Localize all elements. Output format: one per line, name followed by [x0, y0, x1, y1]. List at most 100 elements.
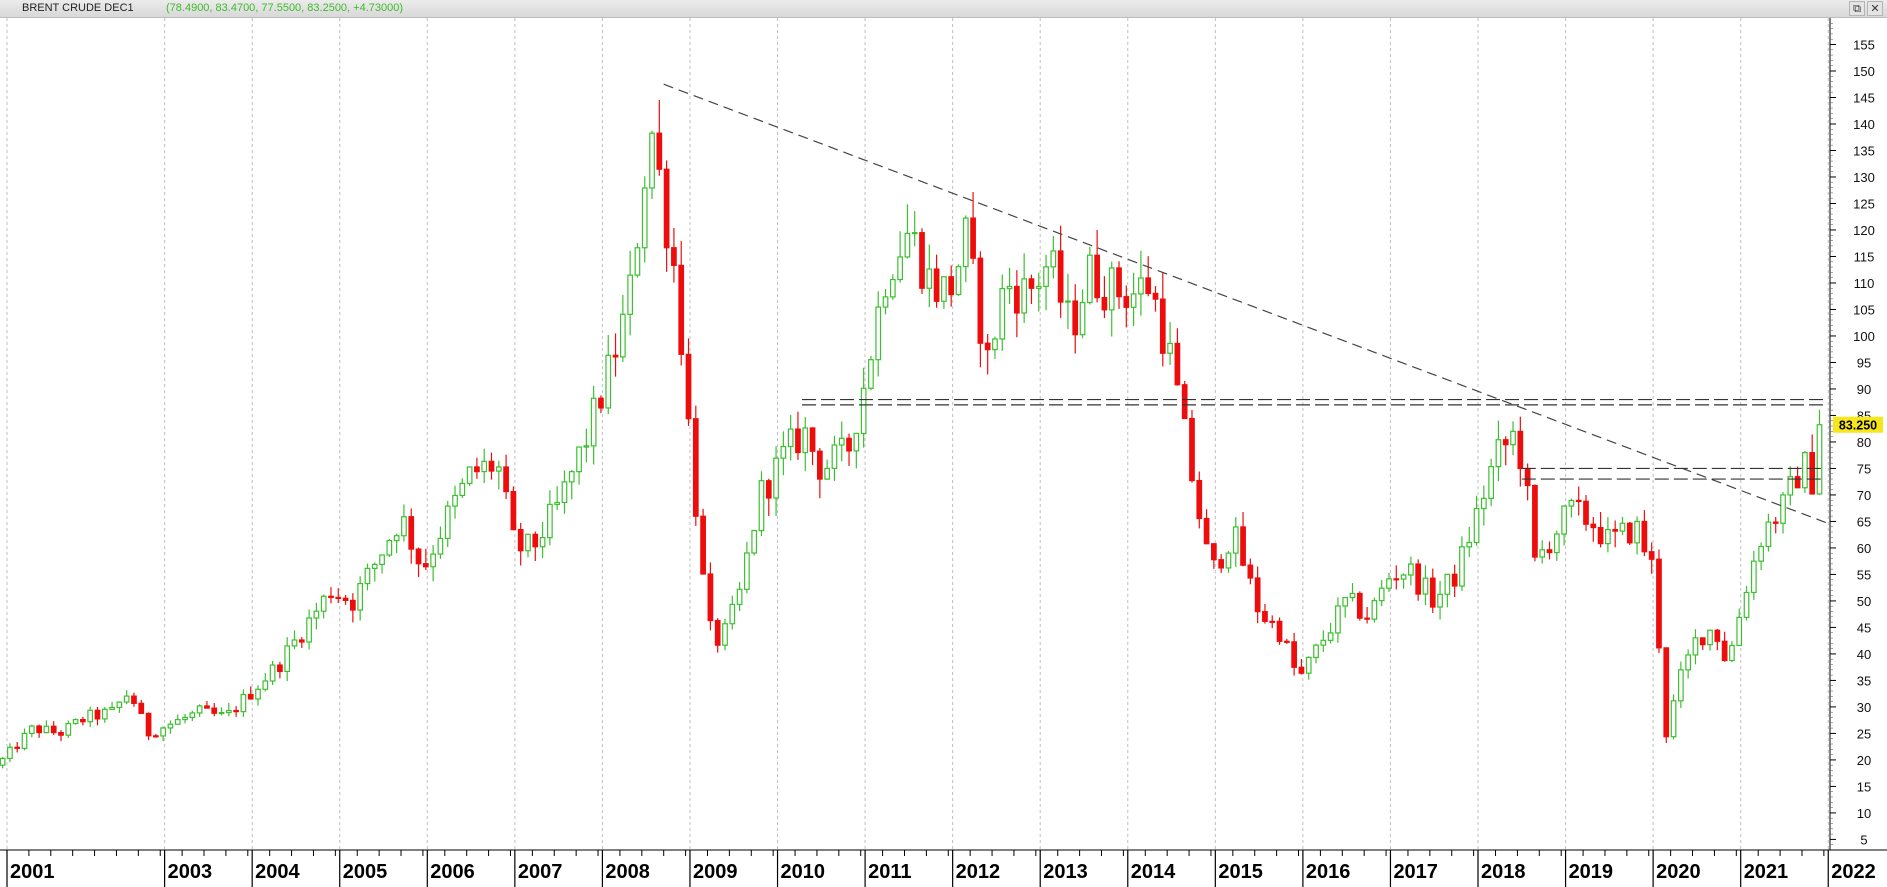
- year-label: 2001: [10, 861, 55, 883]
- price-tick-label: 95: [1857, 355, 1871, 370]
- candle-down: [350, 599, 356, 611]
- candle-up: [568, 471, 575, 483]
- candle-up: [72, 719, 79, 725]
- candle-down: [298, 639, 305, 643]
- candle-up: [437, 537, 444, 555]
- candle-up: [780, 445, 787, 459]
- candle-up: [123, 695, 130, 703]
- candle-down: [714, 619, 721, 646]
- candle-up: [1327, 632, 1334, 641]
- candle-down: [510, 490, 517, 531]
- candle-up: [1021, 278, 1028, 314]
- candle-up: [291, 639, 298, 647]
- candle-up: [240, 693, 247, 713]
- candle-down: [1189, 417, 1195, 482]
- candle-up: [751, 529, 758, 554]
- candle-up: [554, 501, 561, 505]
- candle-down: [678, 264, 685, 355]
- candle-down: [692, 418, 699, 517]
- price-tick-label: 65: [1857, 514, 1871, 529]
- candle-down: [80, 719, 86, 723]
- candle-up: [1736, 616, 1743, 647]
- candle-up: [1371, 600, 1378, 620]
- candle-up: [452, 494, 458, 507]
- year-label: 2022: [1831, 861, 1876, 883]
- candle-down: [612, 354, 619, 358]
- candle-up: [1685, 654, 1692, 671]
- candle-up: [744, 552, 750, 590]
- candle-down: [1028, 278, 1035, 289]
- candle-up: [868, 359, 874, 389]
- candle-down: [211, 707, 218, 714]
- candle-down: [707, 573, 714, 622]
- candle-down: [1196, 479, 1203, 520]
- candle-down: [1532, 484, 1538, 558]
- candle-up: [1305, 656, 1312, 674]
- price-tick-label: 10: [1857, 806, 1871, 821]
- candle-down: [1116, 267, 1122, 298]
- plot-area[interactable]: [0, 18, 1830, 850]
- candle-down: [685, 353, 692, 420]
- candle-down: [1101, 297, 1108, 311]
- candle-down: [233, 709, 239, 713]
- candle-up: [0, 757, 6, 766]
- candle-up: [1378, 587, 1385, 602]
- candle-up: [1386, 578, 1392, 589]
- candle-up: [1758, 545, 1764, 562]
- candle-down: [1013, 285, 1020, 314]
- candle-up: [28, 725, 35, 735]
- candle-up: [941, 276, 947, 302]
- year-label: 2020: [1656, 861, 1701, 883]
- candle-up: [787, 428, 794, 448]
- candle-up: [1086, 254, 1093, 304]
- candle-down: [1218, 559, 1225, 569]
- price-axis[interactable]: [1830, 18, 1887, 887]
- candle-up: [802, 427, 809, 454]
- candle-up: [43, 725, 50, 734]
- candle-up: [430, 553, 436, 568]
- price-chart[interactable]: 5101520253035404550556065707580859095100…: [0, 18, 1887, 887]
- candle-up: [357, 582, 364, 611]
- candle-up: [1553, 533, 1560, 554]
- candle-up: [1349, 592, 1356, 599]
- candle-up: [634, 247, 641, 276]
- price-tick-label: 60: [1857, 541, 1871, 556]
- candle-up: [1707, 629, 1713, 646]
- price-tick-label: 135: [1853, 143, 1875, 158]
- candle-down: [1283, 640, 1290, 643]
- candle-up: [393, 535, 400, 542]
- candle-down: [1211, 543, 1217, 561]
- price-tick-label: 30: [1857, 700, 1871, 715]
- close-icon[interactable]: ✕: [1867, 1, 1883, 16]
- candle-up: [1043, 266, 1049, 287]
- candle-up: [831, 444, 838, 469]
- candle-down: [1072, 300, 1079, 336]
- candle-up: [1422, 577, 1429, 595]
- candle-up: [1459, 546, 1465, 587]
- candle-up: [189, 712, 196, 718]
- candle-down: [1699, 637, 1706, 646]
- candle-up: [1408, 563, 1414, 576]
- year-label: 2004: [255, 861, 300, 883]
- price-tick-label: 115: [1854, 249, 1875, 264]
- candle-up: [1619, 522, 1626, 532]
- candle-up: [1677, 669, 1684, 702]
- year-label: 2018: [1481, 861, 1526, 883]
- candle-down: [1094, 254, 1100, 299]
- candle-up: [160, 727, 167, 737]
- price-tick-label: 50: [1857, 594, 1871, 609]
- candle-up: [1510, 430, 1516, 446]
- candle-up: [547, 503, 553, 539]
- candle-up: [1130, 293, 1137, 308]
- candle-down: [1240, 526, 1246, 566]
- time-axis[interactable]: [0, 850, 1830, 887]
- price-tick-label: 150: [1853, 64, 1875, 79]
- candle-up: [1787, 476, 1794, 496]
- restore-icon[interactable]: ⧉: [1849, 1, 1865, 16]
- candle-up: [955, 266, 962, 296]
- candle-down: [809, 427, 816, 452]
- candle-down: [1254, 577, 1261, 613]
- candle-down: [1247, 564, 1254, 579]
- candle-down: [422, 563, 429, 568]
- candle-up: [1225, 552, 1232, 569]
